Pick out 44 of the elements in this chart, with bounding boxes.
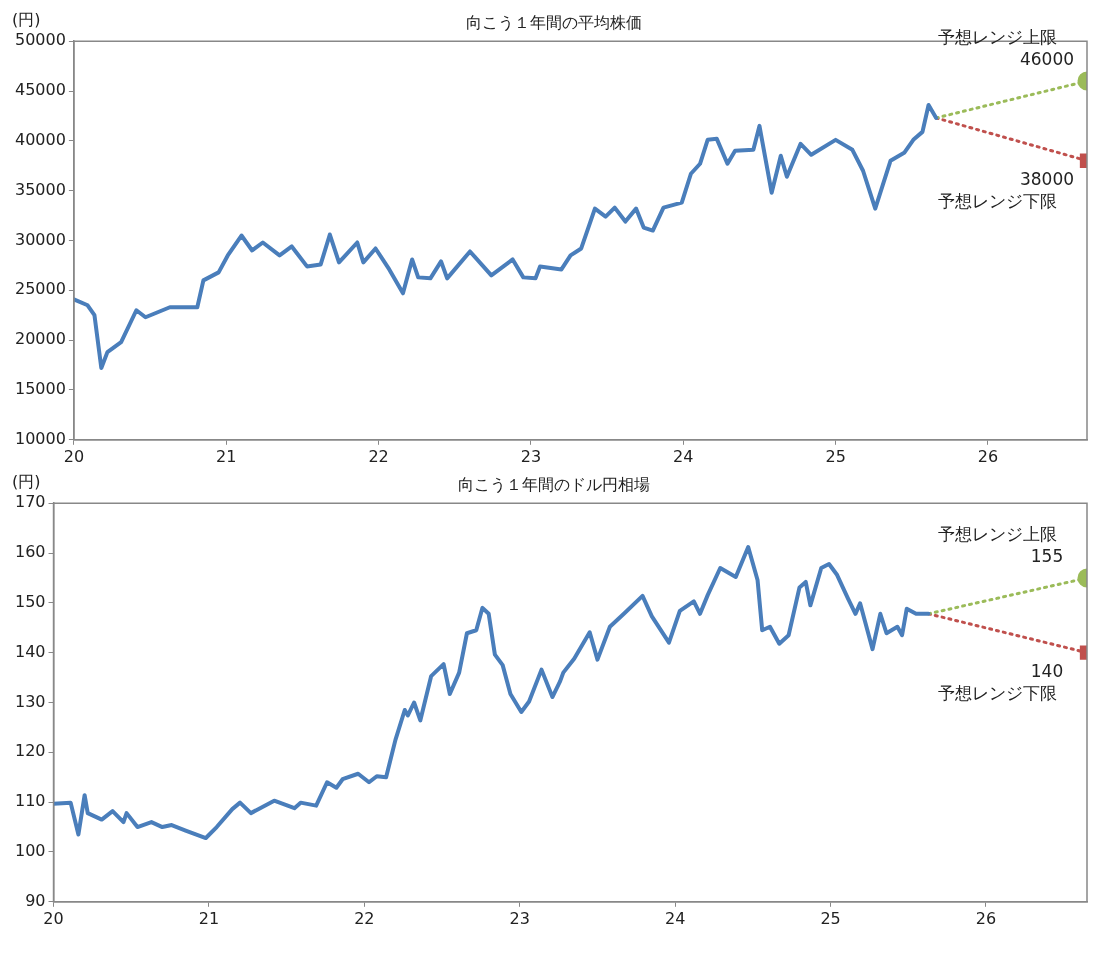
x-tick-label: 20 (43, 908, 64, 928)
x-tick-label: 24 (664, 908, 686, 928)
y-tick-label: 120 (14, 741, 46, 761)
y-axis-title: (円) (12, 10, 41, 30)
y-tick-label: 25000 (14, 279, 66, 299)
y-tick-label: 100 (14, 841, 46, 861)
x-tick-label: 26 (977, 446, 999, 466)
y-tick-label: 10000 (14, 428, 66, 448)
y-tick-label: 50000 (14, 30, 66, 50)
y-tick-label: 15000 (14, 379, 66, 399)
y-tick-label: 20000 (14, 329, 66, 349)
data-label: 140 (1030, 661, 1064, 682)
y-axis-title: (円) (12, 472, 41, 492)
data-label: 155 (1030, 546, 1064, 567)
y-tick-label: 110 (14, 791, 46, 811)
text: 予想レンジ上限 (937, 524, 1057, 545)
y-tick-label: 170 (14, 492, 46, 512)
y-tick-label: 150 (14, 592, 46, 612)
y-tick-label: 140 (14, 641, 46, 661)
text: 予想レンジ下限 (937, 683, 1057, 704)
x-tick-label: 25 (825, 446, 846, 466)
data-label: 38000 (1019, 169, 1075, 190)
y-tick-label: 130 (14, 691, 46, 711)
y-tick-label: 30000 (14, 229, 66, 249)
text: 予想レンジ上限 (937, 27, 1057, 48)
x-tick-label: 21 (216, 446, 237, 466)
x-tick-label: 22 (354, 908, 375, 928)
data-label: 46000 (1019, 49, 1075, 70)
x-tick-label: 23 (520, 446, 542, 466)
chart-title: 向こう１年間の平均株価 (466, 12, 642, 32)
y-tick-label: 35000 (14, 179, 66, 199)
y-tick-label: 90 (25, 890, 46, 910)
x-tick-label: 26 (975, 908, 997, 928)
x-tick-label: 24 (673, 446, 694, 466)
y-tick-label: 40000 (14, 130, 66, 150)
y-tick-label: 160 (14, 542, 46, 562)
chart-title: 向こう１年間のドル円相場 (458, 474, 650, 494)
x-tick-label: 20 (63, 446, 85, 466)
y-tick-label: 45000 (14, 80, 66, 100)
x-tick-label: 22 (368, 446, 389, 466)
x-tick-label: 23 (509, 908, 530, 928)
x-tick-label: 25 (820, 908, 841, 928)
text: 予想レンジ下限 (937, 191, 1057, 212)
x-tick-label: 21 (198, 908, 220, 928)
